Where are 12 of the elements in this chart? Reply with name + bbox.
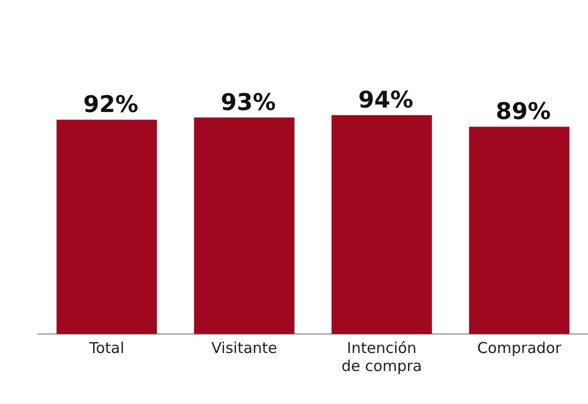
bar <box>56 120 157 334</box>
x-tick-label: Comprador <box>477 338 562 357</box>
bar <box>469 126 570 334</box>
bar <box>332 115 432 334</box>
data-label: 89% <box>496 99 551 126</box>
x-tick-label: Intención de compra <box>342 338 422 375</box>
x-tick-label: Visitante <box>211 338 278 357</box>
data-label: 94% <box>358 88 414 114</box>
data-label: 92% <box>83 92 138 118</box>
data-label: 93% <box>220 90 276 116</box>
x-tick-label: Total <box>88 338 124 357</box>
bar <box>194 117 294 334</box>
